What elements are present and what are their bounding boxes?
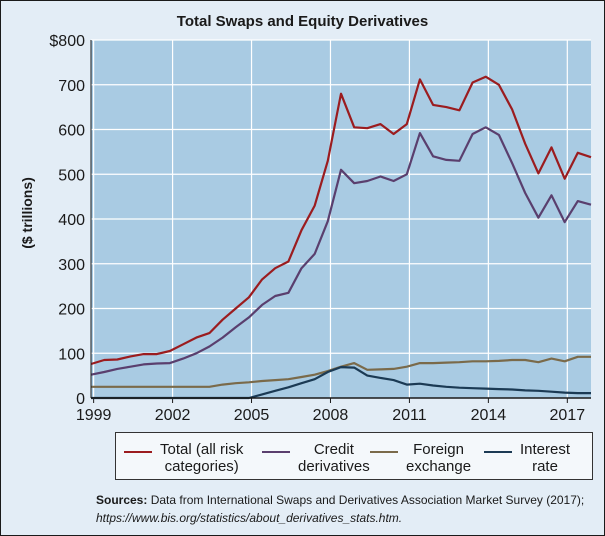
x-tick-label: 2011 — [392, 407, 427, 424]
legend-label-total-2: categories) — [164, 458, 239, 475]
legend-item-total: Total (all risk categories) — [124, 441, 264, 475]
legend-item-interest: Interest rate — [484, 441, 584, 475]
legend-item-credit: Credit derivatives — [262, 441, 372, 475]
sources-label: Sources: — [96, 493, 148, 507]
y-tick-label: 300 — [58, 257, 85, 274]
legend-label-fx-2: exchange — [406, 458, 472, 475]
y-tick-label: 700 — [58, 78, 85, 95]
legend-swatch-credit — [262, 451, 290, 453]
sources-text: Data from International Swaps and Deriva… — [150, 493, 585, 507]
legend-swatch-interest — [484, 451, 512, 453]
legend-swatch-fx — [370, 451, 398, 453]
legend-label-interest-1: Interest — [520, 441, 571, 458]
legend-item-fx: Foreign exchange — [370, 441, 480, 475]
x-tick-label: 2002 — [155, 407, 191, 424]
series-line-total — [90, 75, 592, 366]
legend-label-credit-2: derivatives — [298, 458, 370, 475]
y-tick-label: 0 — [76, 391, 85, 408]
y-tick-label: 200 — [58, 302, 85, 319]
y-tick-label: 500 — [58, 167, 85, 184]
y-tick-label: 400 — [58, 212, 85, 229]
sources-url[interactable]: https://www.bis.org/statistics/about_der… — [96, 511, 403, 525]
x-tick-label: 1999 — [76, 407, 112, 424]
legend-label-interest-2: rate — [532, 458, 558, 475]
x-tick-label: 2014 — [471, 407, 507, 424]
legend: Total (all risk categories) Credit deriv… — [115, 432, 593, 480]
x-tick-label: 2017 — [550, 407, 586, 424]
chart-title: Total Swaps and Equity Derivatives — [176, 13, 429, 30]
y-tick-label: $800 — [49, 33, 85, 50]
legend-label-total-1: Total (all risk — [160, 441, 244, 458]
legend-swatch-total — [124, 451, 152, 453]
legend-label-fx-1: Foreign — [413, 441, 464, 458]
x-tick-label: 2005 — [234, 407, 270, 424]
y-tick-label: 100 — [58, 346, 85, 363]
series-line-credit — [90, 126, 592, 376]
sources-note: Sources: Data from International Swaps a… — [96, 491, 601, 527]
x-tick-label: 2008 — [313, 407, 349, 424]
y-tick-label: 600 — [58, 123, 85, 140]
legend-label-credit-1: Credit — [313, 441, 354, 458]
